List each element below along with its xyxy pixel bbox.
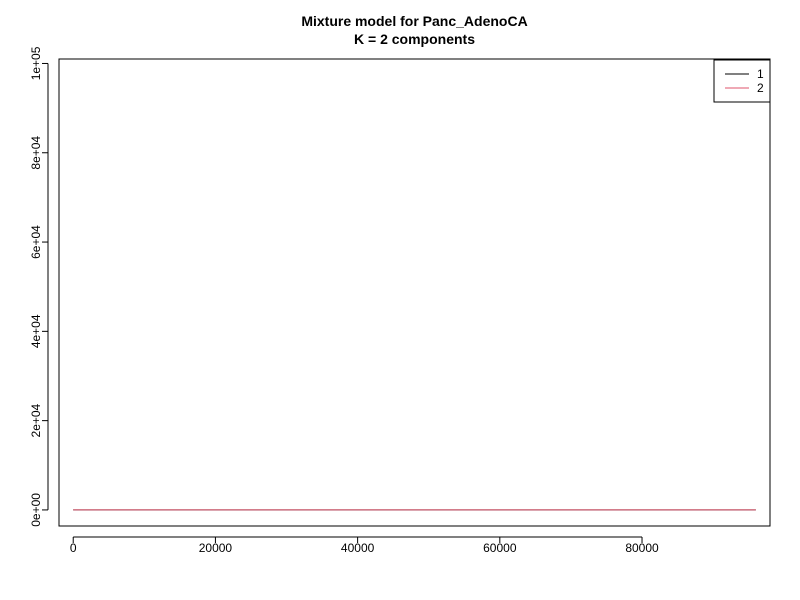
legend-label-series-2: 2 [757, 81, 764, 95]
y-tick-label: 8e+04 [29, 136, 43, 170]
chart-subtitle: K = 2 components [354, 31, 475, 47]
legend-box [713, 59, 771, 103]
y-tick-label: 0e+00 [29, 493, 43, 527]
y-tick-label: 6e+04 [29, 225, 43, 259]
x-tick-label: 0 [70, 541, 77, 555]
y-tick-label: 4e+04 [29, 314, 43, 348]
chart-title: Mixture model for Panc_AdenoCA [301, 13, 527, 29]
x-tick-label: 60000 [483, 541, 517, 555]
x-tick-label: 80000 [625, 541, 659, 555]
axes: 0 20000 40000 60000 80000 0e+00 2e+04 4e+04 6e+0… [29, 46, 659, 555]
legend-label-series-1: 1 [757, 67, 764, 81]
y-tick-label: 1e+05 [29, 46, 43, 80]
x-tick-label: 40000 [341, 541, 375, 555]
y-tick-label: 2e+04 [29, 403, 43, 437]
x-tick-label: 20000 [199, 541, 233, 555]
plot-frame [58, 58, 771, 527]
legend: 1 2 [713, 59, 771, 103]
